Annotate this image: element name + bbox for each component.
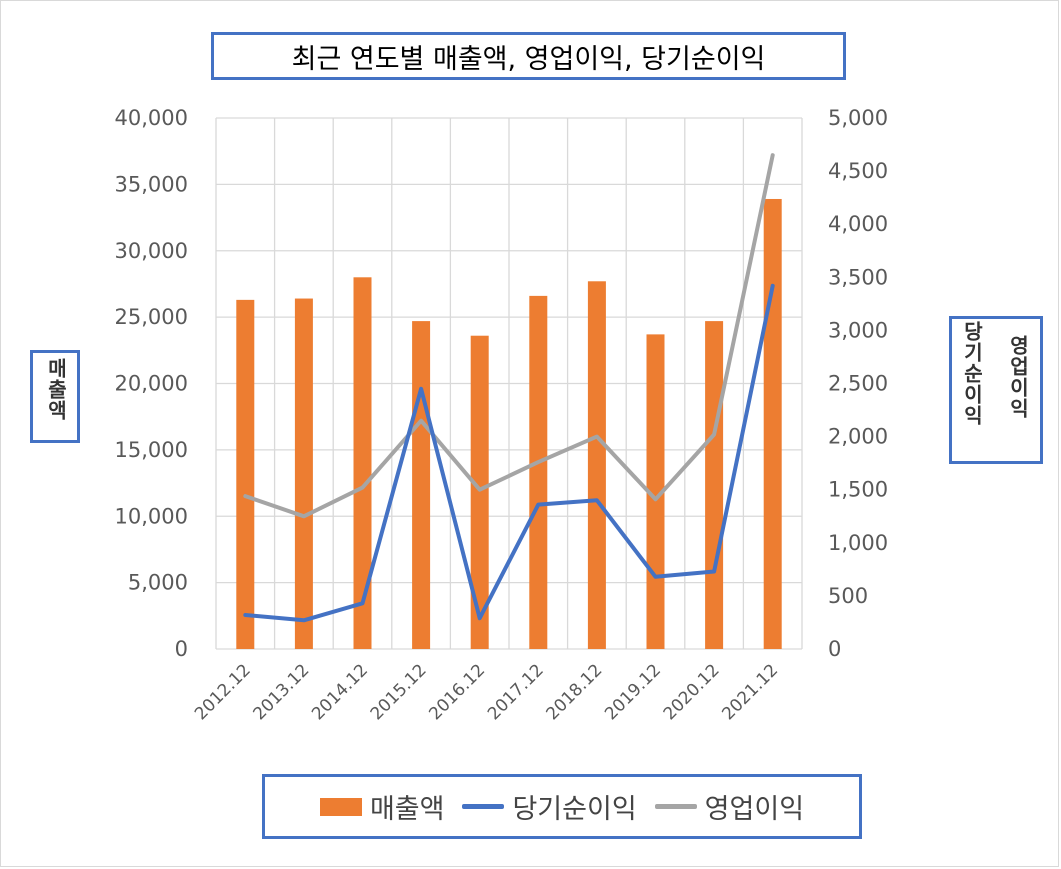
- bar-2016.12: [470, 335, 489, 649]
- legend-swatch-revenue: [319, 797, 362, 816]
- right-axis-tick-label: 2,000: [828, 425, 888, 449]
- right-axis-tick-label: 1,500: [828, 478, 888, 502]
- legend-swatch-operating-profit: [654, 804, 697, 809]
- left-axis-tick-label: 0: [175, 637, 188, 661]
- x-axis-tick-label: 2021.12: [718, 660, 782, 724]
- bar-2013.12: [294, 298, 313, 649]
- left-axis-ticks: 0 5,000 10,000 15,000 20,000 25,000 30,000 35,0…: [115, 106, 188, 661]
- right-axis-title-operating-profit: 영업이익: [1006, 335, 1030, 419]
- right-axis-tick-label: 5,000: [828, 106, 888, 130]
- bar-2015.12: [412, 321, 431, 649]
- line-operating-profit: [243, 153, 775, 519]
- left-axis-tick-label: 35,000: [115, 172, 188, 196]
- legend: 매출액 당기순이익 영업이익: [262, 774, 862, 839]
- bar-2018.12: [587, 281, 606, 649]
- line-series: [243, 153, 775, 623]
- right-axis-ticks: 0 500 1,000 1,500 2,000 2,500 3,000 3,500 4,000 4…: [828, 106, 888, 661]
- left-axis-tick-label: 20,000: [115, 372, 188, 396]
- x-axis-tick-label: 2012.12: [191, 660, 255, 724]
- left-axis-title: 매출액: [44, 358, 68, 421]
- right-axis-tick-label: 4,000: [828, 212, 888, 236]
- x-axis-tick-label: 2020.12: [660, 660, 724, 724]
- line-net-income: [243, 283, 775, 623]
- right-axis-tick-label: 1,000: [828, 531, 888, 555]
- left-axis-tick-label: 10,000: [115, 504, 188, 528]
- x-axis-tick-label: 2016.12: [425, 660, 489, 724]
- bar-2021.12: [763, 198, 782, 650]
- x-axis-tick-label: 2013.12: [250, 660, 314, 724]
- right-axis-title-box: 영업이익 당기순이익: [949, 316, 1043, 464]
- legend-label-net-income: 당기순이익: [512, 794, 637, 825]
- legend-item-operating-profit: 영업이익: [654, 787, 805, 826]
- left-axis-title-box: 매출액: [30, 350, 80, 443]
- right-axis-tick-label: 0: [828, 637, 841, 661]
- chart-title: 최근 연도별 매출액, 영업이익, 당기순이익: [291, 43, 766, 75]
- right-axis-tick-label: 3,500: [828, 265, 888, 289]
- left-axis-tick-label: 25,000: [115, 305, 188, 329]
- legend-swatch-net-income: [462, 804, 505, 809]
- legend-label-revenue: 매출액: [369, 794, 445, 825]
- right-axis-tick-label: 4,500: [828, 159, 888, 183]
- x-axis-tick-label: 2018.12: [543, 660, 607, 724]
- x-axis-tick-label: 2015.12: [367, 660, 431, 724]
- legend-label-operating-profit: 영업이익: [704, 794, 805, 825]
- x-axis-tick-label: 2017.12: [484, 660, 548, 724]
- bar-2014.12: [353, 277, 372, 649]
- x-axis-tick-label: 2014.12: [308, 660, 372, 724]
- bar-2012.12: [236, 299, 255, 649]
- right-axis-tick-label: 500: [828, 584, 868, 608]
- x-axis-ticks: 2012.122013.122014.122015.122016.122017.…: [191, 660, 782, 724]
- left-axis-tick-label: 30,000: [115, 239, 188, 263]
- right-axis-title-net-income: 당기순이익: [960, 321, 984, 426]
- gridlines: [215, 117, 803, 650]
- bar-2020.12: [705, 321, 724, 649]
- bar-2017.12: [529, 295, 548, 649]
- left-axis-tick-label: 40,000: [115, 106, 188, 130]
- left-axis-tick-label: 15,000: [115, 438, 188, 462]
- right-axis-tick-label: 3,000: [828, 318, 888, 342]
- bar-series-revenue: [236, 198, 782, 650]
- left-axis-tick-label: 5,000: [128, 571, 188, 595]
- right-axis-tick-label: 2,500: [828, 372, 888, 396]
- chart-title-box: 최근 연도별 매출액, 영업이익, 당기순이익: [211, 32, 846, 80]
- legend-item-net-income: 당기순이익: [462, 787, 637, 826]
- x-axis-tick-label: 2019.12: [601, 660, 665, 724]
- legend-item-revenue: 매출액: [319, 787, 445, 826]
